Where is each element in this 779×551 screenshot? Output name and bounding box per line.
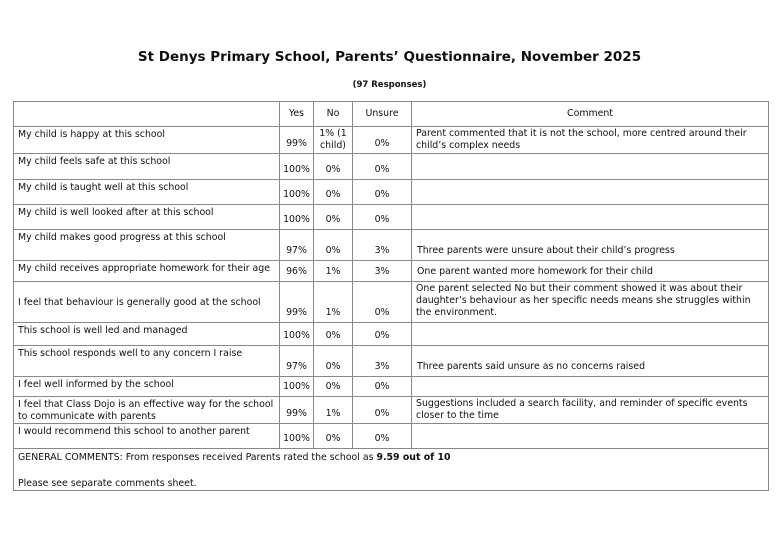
comment-cell: Three parents said unsure as no concerns… — [411, 345, 769, 377]
question-cell: My child is well looked after at this sc… — [13, 204, 280, 230]
comment-cell — [411, 153, 769, 180]
no-cell: 0% — [313, 204, 353, 230]
general-comments-row: GENERAL COMMENTS: From responses receive… — [13, 448, 769, 491]
no-cell: 1% — [313, 260, 353, 282]
table-row: I would recommend this school to another… — [13, 423, 769, 449]
no-cell: 1% — [313, 396, 353, 424]
header-comment: Comment — [411, 101, 769, 127]
yes-cell: 100% — [279, 153, 314, 180]
yes-cell: 99% — [279, 281, 314, 323]
no-cell: 1% — [313, 281, 353, 323]
question-cell: My child is happy at this school — [13, 126, 280, 154]
comment-cell: One parent wanted more homework for thei… — [411, 260, 769, 282]
document-title: St Denys Primary School, Parents’ Questi… — [137, 49, 642, 65]
unsure-cell: 0% — [352, 153, 412, 180]
unsure-cell: 3% — [352, 260, 412, 282]
table-row: I feel that behaviour is generally good … — [13, 281, 769, 323]
general-comments: GENERAL COMMENTS: From responses receive… — [13, 448, 769, 491]
table-row: My child is happy at this school 99% 1% (1… — [13, 126, 769, 154]
comment-cell — [411, 376, 769, 397]
question-cell: My child receives appropriate homework f… — [13, 260, 280, 282]
yes-cell: 99% — [279, 126, 314, 154]
comment-cell — [411, 322, 769, 346]
yes-cell: 99% — [279, 396, 314, 424]
yes-cell: 97% — [279, 229, 314, 261]
question-cell: This school is well led and managed — [13, 322, 280, 346]
question-cell: I feel that Class Dojo is an effective w… — [13, 396, 280, 424]
no-cell: 0% — [313, 179, 353, 205]
school-rating: 9.59 out of 10 — [376, 452, 451, 463]
question-cell: My child makes good progress at this sch… — [13, 229, 280, 261]
no-cell: 0% — [313, 229, 353, 261]
yes-cell: 100% — [279, 179, 314, 205]
no-cell: 0% — [313, 153, 353, 180]
question-cell: I would recommend this school to another… — [13, 423, 280, 449]
no-cell: 0% — [313, 345, 353, 377]
header-question — [13, 101, 280, 127]
unsure-cell: 0% — [352, 423, 412, 449]
question-cell: This school responds well to any concern… — [13, 345, 280, 377]
response-count: (97 Responses) — [352, 80, 427, 90]
question-cell: I feel well informed by the school — [13, 376, 280, 397]
table-row: My child receives appropriate homework f… — [13, 260, 769, 282]
general-comments-note: Please see separate comments sheet. — [18, 478, 197, 489]
comment-cell: Parent commented that it is not the scho… — [411, 126, 769, 154]
general-comments-text: GENERAL COMMENTS: From responses receive… — [18, 452, 377, 463]
no-cell: 1% (1 child) — [313, 126, 353, 154]
no-cell: 0% — [313, 322, 353, 346]
unsure-cell: 0% — [352, 281, 412, 323]
header-no: No — [313, 101, 353, 127]
questionnaire-table: Yes No Unsure Comment My child is happy … — [13, 101, 769, 491]
table-row: My child is well looked after at this sc… — [13, 204, 769, 230]
table-row: My child feels safe at this school 100% 0%… — [13, 153, 769, 180]
comment-cell — [411, 423, 769, 449]
yes-cell: 100% — [279, 423, 314, 449]
question-cell: My child feels safe at this school — [13, 153, 280, 180]
table-row: I feel that Class Dojo is an effective w… — [13, 396, 769, 424]
table-row: I feel well informed by the school 100% 0%… — [13, 376, 769, 397]
unsure-cell: 0% — [352, 396, 412, 424]
header-unsure: Unsure — [352, 101, 412, 127]
comment-cell — [411, 204, 769, 230]
comment-cell — [411, 179, 769, 205]
table-row: My child makes good progress at this sch… — [13, 229, 769, 261]
yes-cell: 100% — [279, 376, 314, 397]
unsure-cell: 0% — [352, 204, 412, 230]
yes-cell: 100% — [279, 322, 314, 346]
yes-cell: 100% — [279, 204, 314, 230]
table-row: This school is well led and managed 100% 0… — [13, 322, 769, 346]
unsure-cell: 0% — [352, 322, 412, 346]
comment-cell: Suggestions included a search facility, … — [411, 396, 769, 424]
yes-cell: 97% — [279, 345, 314, 377]
unsure-cell: 0% — [352, 376, 412, 397]
table-row: This school responds well to any concern… — [13, 345, 769, 377]
comment-cell: Three parents were unsure about their ch… — [411, 229, 769, 261]
comment-cell: One parent selected No but their comment… — [411, 281, 769, 323]
unsure-cell: 0% — [352, 179, 412, 205]
unsure-cell: 0% — [352, 126, 412, 154]
table-row: My child is taught well at this school 10… — [13, 179, 769, 205]
no-cell: 0% — [313, 376, 353, 397]
question-cell: My child is taught well at this school — [13, 179, 280, 205]
question-cell: I feel that behaviour is generally good … — [13, 281, 280, 323]
header-row: Yes No Unsure Comment — [13, 101, 769, 127]
no-cell: 0% — [313, 423, 353, 449]
header-yes: Yes — [279, 101, 314, 127]
yes-cell: 96% — [279, 260, 314, 282]
unsure-cell: 3% — [352, 229, 412, 261]
unsure-cell: 3% — [352, 345, 412, 377]
